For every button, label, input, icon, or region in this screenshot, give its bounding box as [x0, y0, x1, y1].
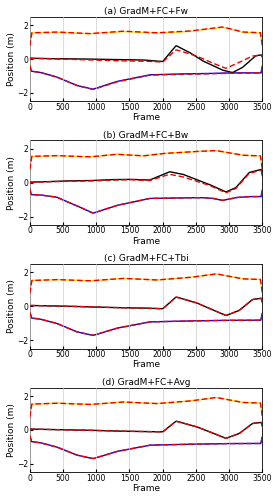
X-axis label: Frame: Frame [132, 360, 160, 370]
Y-axis label: Position (m): Position (m) [7, 32, 16, 86]
X-axis label: Frame: Frame [132, 237, 160, 246]
Title: (c) GradM+FC+Tbi: (c) GradM+FC+Tbi [104, 254, 188, 263]
Y-axis label: Position (m): Position (m) [7, 403, 16, 457]
X-axis label: Frame: Frame [132, 484, 160, 493]
Title: (b) GradM+FC+Bw: (b) GradM+FC+Bw [104, 130, 189, 140]
Title: (a) GradM+FC+Fw: (a) GradM+FC+Fw [104, 7, 188, 16]
Y-axis label: Position (m): Position (m) [7, 156, 16, 210]
Title: (d) GradM+FC+Avg: (d) GradM+FC+Avg [102, 378, 190, 387]
X-axis label: Frame: Frame [132, 113, 160, 122]
Y-axis label: Position (m): Position (m) [7, 280, 16, 333]
